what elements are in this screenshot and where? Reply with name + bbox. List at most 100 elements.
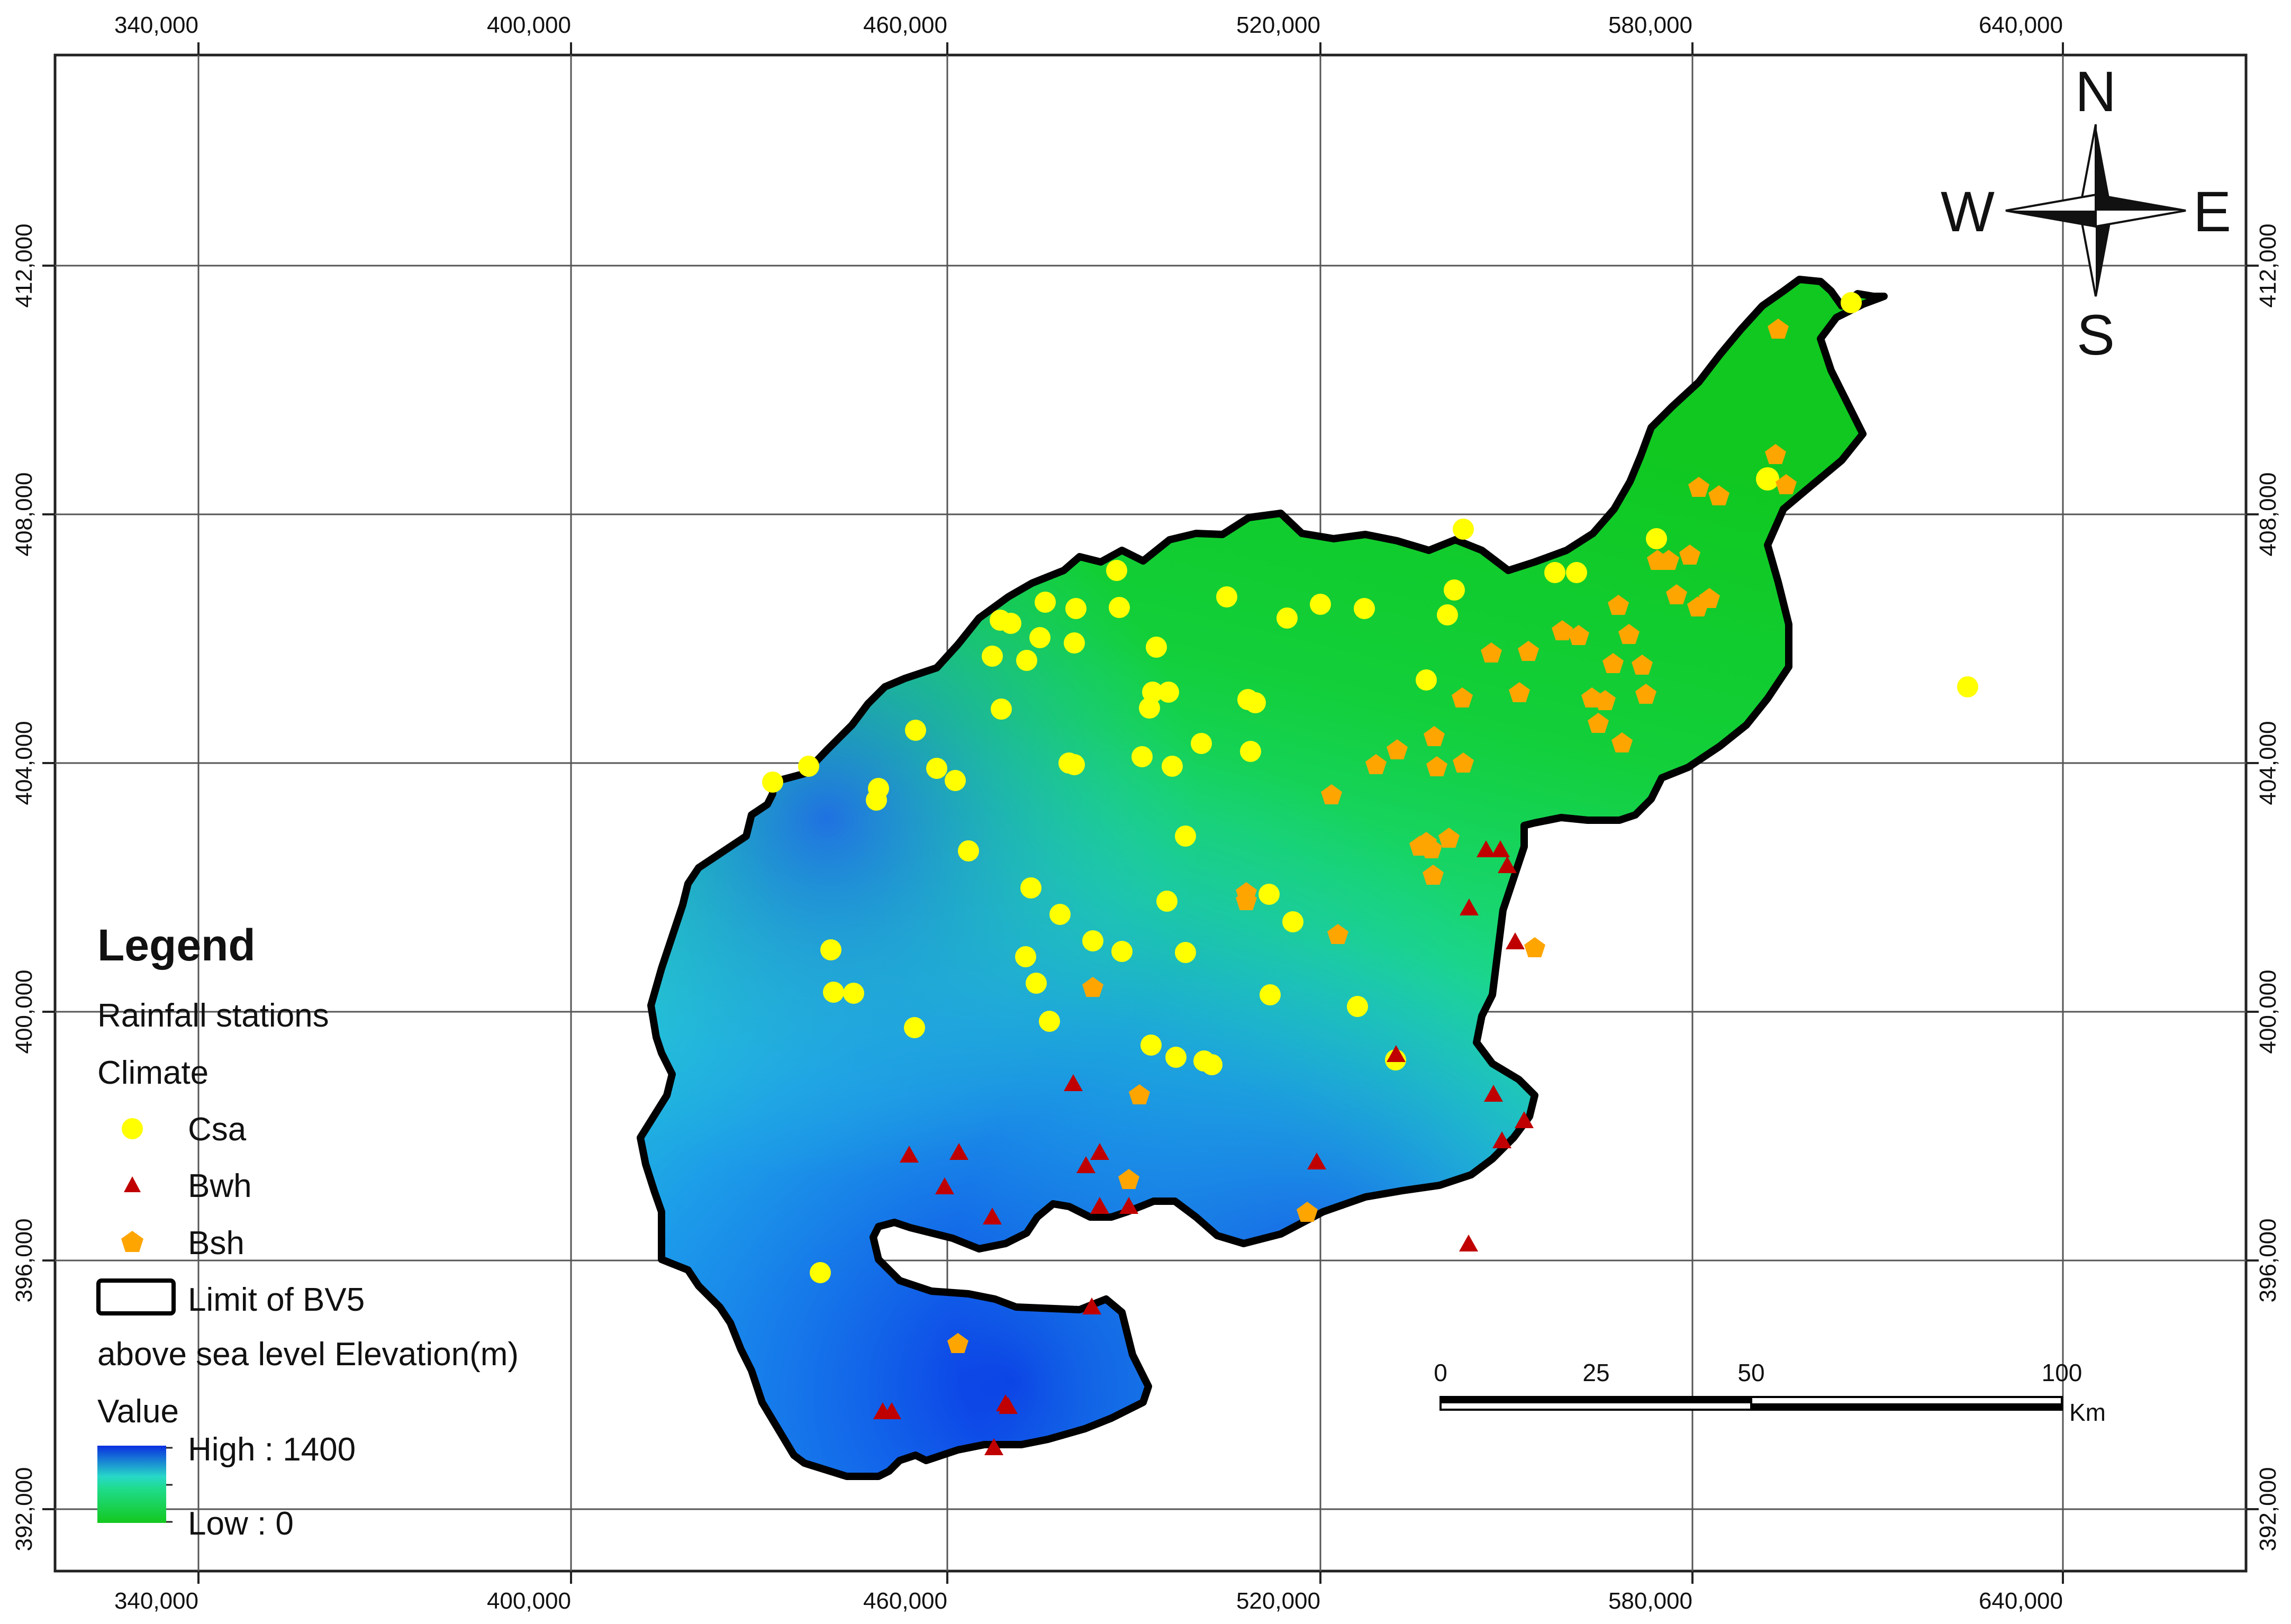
bwh-station [1307,1153,1326,1169]
bwh-station [1076,1156,1095,1173]
bsh-station [1588,713,1609,733]
bwh-station [1491,840,1510,857]
bsh-station [1365,754,1387,774]
bsh-station [1635,684,1656,704]
x-tick-label: 460,000 [863,1588,947,1614]
bsh-station [1776,474,1797,494]
bsh-station [1552,620,1573,640]
legend-title: Legend [97,920,256,970]
legend-limit-symbol [96,1278,176,1315]
bwh-station [1515,1111,1534,1128]
bsh-station [1618,624,1640,644]
bwh-stations [873,840,1534,1455]
csa-station [1156,891,1178,912]
csa-station [1258,884,1280,905]
x-tick-label: 340,000 [114,12,198,38]
bsh-station [1611,732,1633,752]
csa-station [1000,613,1021,634]
bwh-station [882,1402,901,1419]
bwh-station [1082,1298,1101,1314]
csa-station [1082,930,1103,951]
csa-station [1240,741,1261,762]
csa-station [1201,1054,1223,1075]
csa-station [982,646,1003,667]
legend-elevation-ramp [97,1446,166,1523]
compass-needle-west-dark [2006,211,2096,226]
bwh-station [949,1143,968,1160]
bsh-station [1452,687,1473,707]
compass-needle-east-dark [2096,195,2186,211]
y-tick-label: 392,000 [2255,1467,2281,1551]
csa-station [1064,754,1085,775]
csa-station [762,772,783,793]
scale-unit: Km [2069,1399,2106,1426]
scale-label: 100 [2042,1359,2082,1386]
x-tick-label: 400,000 [487,1588,571,1614]
csa-station [1109,597,1130,618]
csa-station [1142,682,1163,703]
csa-station [1111,941,1133,962]
bwh-station [1090,1143,1109,1160]
bsh-station [947,1333,968,1353]
bsh-stations [947,319,1797,1353]
csa-station [904,1017,925,1038]
compass-west-label: W [1941,179,1995,243]
limit-of-bv5-boundary [637,276,1888,1480]
x-tick-label: 640,000 [1979,1588,2063,1614]
bsh-station [1387,739,1408,759]
compass-needle-south-dark [2096,212,2112,296]
bsh-station [1632,655,1653,675]
bsh-station [1424,726,1445,746]
bwh-station [1460,899,1479,915]
bwh-station [1492,1131,1511,1148]
legend-csa-label: Csa [188,1111,247,1148]
bsh-station [1453,752,1474,773]
legend-bsh-label: Bsh [188,1225,245,1262]
x-tick-label: 340,000 [114,1588,198,1614]
bsh-station [1118,1169,1139,1189]
bsh-station [1595,690,1616,710]
scale-label: 25 [1582,1359,1609,1386]
csa-station [945,770,966,791]
csa-station [1437,604,1458,625]
csa-station [823,982,844,1003]
x-tick-label: 580,000 [1608,12,1692,38]
bwh-station [1064,1074,1083,1091]
bsh-station [1327,924,1348,944]
legend: Legend Rainfall stations Climate Csa Bwh… [96,920,519,1542]
csa-station [1039,1011,1060,1032]
bsh-station [1421,838,1442,858]
csa-station [1354,598,1375,619]
csa-station [1544,562,1565,583]
csa-station [1453,519,1474,540]
csa-station [1106,560,1127,581]
x-tick-label: 520,000 [1236,12,1320,38]
y-tick-label: 412,000 [2255,223,2281,307]
bwh-station [1498,856,1517,873]
top-tick-labels: 340,000 400,000 460,000 520,000 580,000 … [114,12,2063,38]
csa-station [1158,682,1179,703]
csa-station [958,840,979,861]
bwh-station [983,1208,1002,1224]
right-tick-labels: 412,000 408,000 404,000 400,000 396,000 … [2255,223,2281,1551]
y-tick-label: 396,000 [2255,1218,2281,1302]
bwh-station [984,1438,1003,1455]
y-tick-label: 412,000 [11,223,37,307]
compass-north-label: N [2075,59,2116,123]
scale-label: 50 [1737,1359,1764,1386]
csa-station [1139,697,1160,719]
bsh-station [1765,444,1786,464]
legend-high-label: High : 1400 [188,1431,356,1468]
csa-station [1276,607,1298,629]
bottom-tick-labels: 340,000 400,000 460,000 520,000 580,000 … [114,1588,2063,1614]
csa-station [905,720,926,741]
bsh-station [1297,1202,1318,1222]
csa-station [1020,877,1042,899]
csa-station [1016,650,1037,671]
bsh-station [1321,784,1342,804]
y-tick-label: 408,000 [2255,472,2281,556]
bsh-station [1687,596,1708,616]
csa-station [1131,746,1153,767]
csa-station [1035,592,1056,613]
csa-station [866,790,887,811]
